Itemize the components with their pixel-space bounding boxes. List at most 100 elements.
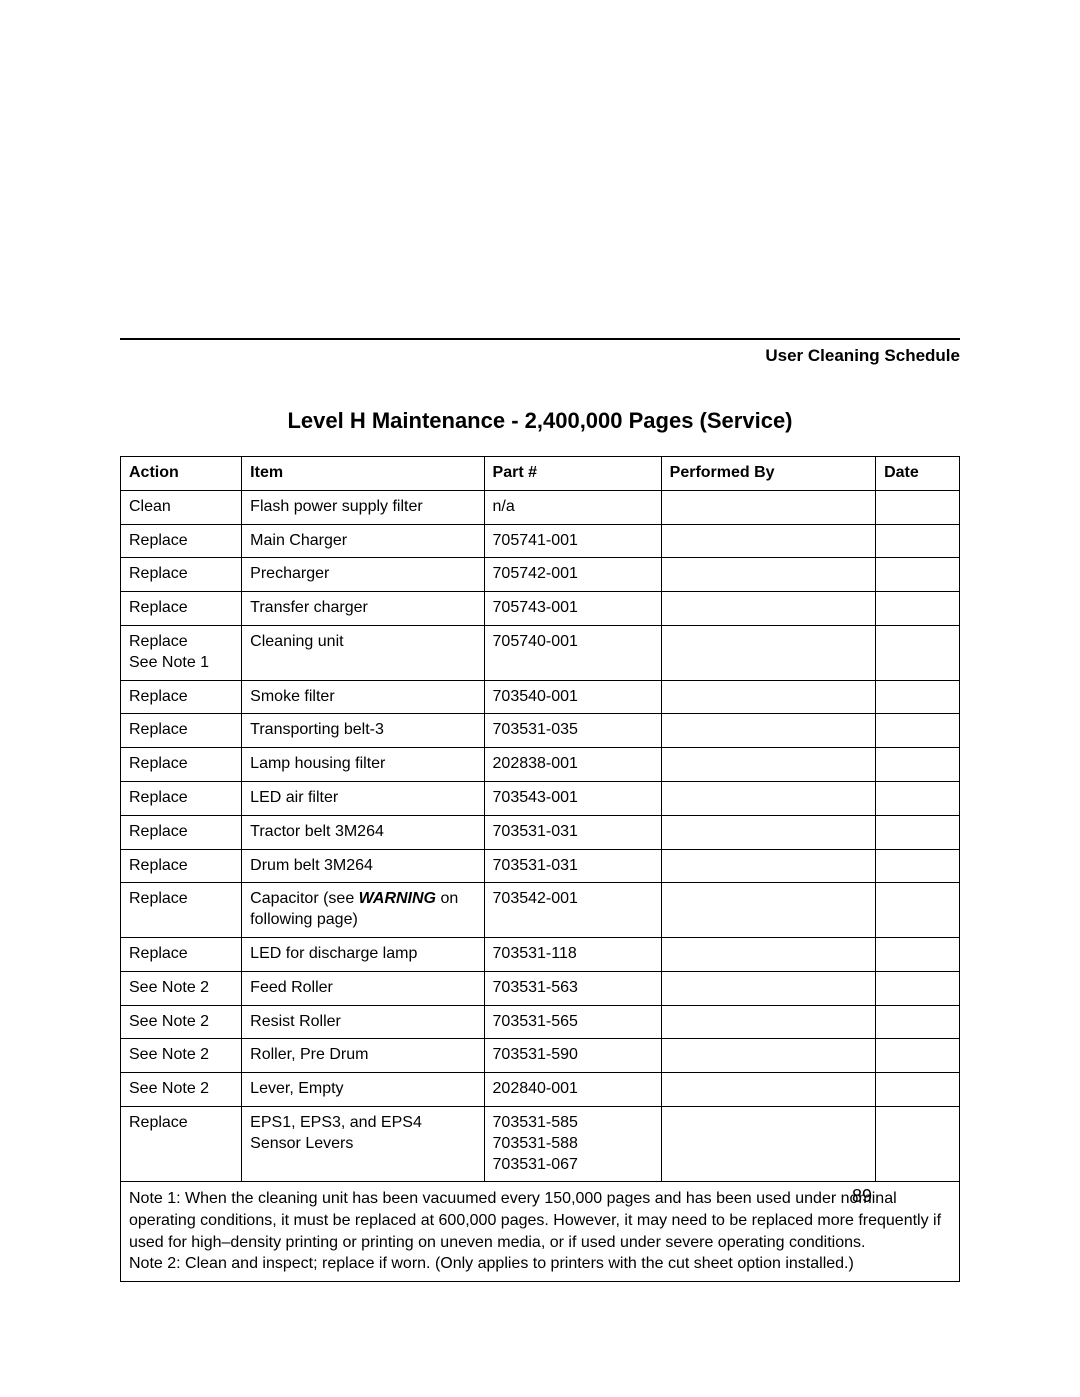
cell-performed-by xyxy=(661,592,875,626)
cell-part: 703531-035 xyxy=(484,714,661,748)
cell-date xyxy=(876,748,960,782)
table-row: See Note 2Lever, Empty202840-001 xyxy=(121,1073,960,1107)
cell-performed-by xyxy=(661,680,875,714)
cell-performed-by xyxy=(661,1073,875,1107)
cell-part: 703531-585703531-588703531-067 xyxy=(484,1106,661,1181)
table-row: ReplaceDrum belt 3M264703531-031 xyxy=(121,849,960,883)
cell-part: 703531-118 xyxy=(484,937,661,971)
cell-action: Clean xyxy=(121,490,242,524)
cell-date xyxy=(876,1039,960,1073)
table-notes: Note 1: When the cleaning unit has been … xyxy=(121,1182,960,1281)
cell-date xyxy=(876,937,960,971)
cell-action: See Note 2 xyxy=(121,1039,242,1073)
cell-part: n/a xyxy=(484,490,661,524)
header-divider xyxy=(120,338,960,340)
table-row: ReplaceSee Note 1Cleaning unit705740-001 xyxy=(121,625,960,680)
table-header-row: Action Item Part # Performed By Date xyxy=(121,457,960,491)
cell-item: Flash power supply filter xyxy=(242,490,484,524)
cell-action: ReplaceSee Note 1 xyxy=(121,625,242,680)
cell-item: LED air filter xyxy=(242,781,484,815)
cell-date xyxy=(876,558,960,592)
cell-action: See Note 2 xyxy=(121,1005,242,1039)
cell-performed-by xyxy=(661,1005,875,1039)
cell-part: 202840-001 xyxy=(484,1073,661,1107)
cell-performed-by xyxy=(661,524,875,558)
cell-performed-by xyxy=(661,883,875,938)
cell-action: Replace xyxy=(121,714,242,748)
cell-part: 703531-031 xyxy=(484,815,661,849)
cell-performed-by xyxy=(661,490,875,524)
cell-part: 202838-001 xyxy=(484,748,661,782)
cell-action: Replace xyxy=(121,748,242,782)
table-row: ReplacePrecharger705742-001 xyxy=(121,558,960,592)
cell-action: Replace xyxy=(121,937,242,971)
cell-part: 705740-001 xyxy=(484,625,661,680)
table-row: ReplaceTransporting belt-3703531-035 xyxy=(121,714,960,748)
cell-performed-by xyxy=(661,714,875,748)
cell-item: Smoke filter xyxy=(242,680,484,714)
cell-date xyxy=(876,714,960,748)
cell-action: Replace xyxy=(121,849,242,883)
cell-item: Cleaning unit xyxy=(242,625,484,680)
table-row: ReplaceLED air filter703543-001 xyxy=(121,781,960,815)
cell-date xyxy=(876,815,960,849)
cell-item: Feed Roller xyxy=(242,971,484,1005)
cell-date xyxy=(876,1073,960,1107)
cell-date xyxy=(876,781,960,815)
cell-item: Tractor belt 3M264 xyxy=(242,815,484,849)
cell-performed-by xyxy=(661,815,875,849)
cell-performed-by xyxy=(661,748,875,782)
col-header-item: Item xyxy=(242,457,484,491)
cell-performed-by xyxy=(661,971,875,1005)
section-title: Level H Maintenance - 2,400,000 Pages (S… xyxy=(120,408,960,434)
page-number: 89 xyxy=(852,1186,872,1207)
cell-action: Replace xyxy=(121,592,242,626)
table-row: See Note 2Resist Roller703531-565 xyxy=(121,1005,960,1039)
cell-item: Capacitor (see WARNING on following page… xyxy=(242,883,484,938)
col-header-performed-by: Performed By xyxy=(661,457,875,491)
cell-item: Lever, Empty xyxy=(242,1073,484,1107)
cell-performed-by xyxy=(661,1039,875,1073)
cell-item: Roller, Pre Drum xyxy=(242,1039,484,1073)
table-row: See Note 2Feed Roller703531-563 xyxy=(121,971,960,1005)
cell-part: 705742-001 xyxy=(484,558,661,592)
cell-action: Replace xyxy=(121,558,242,592)
cell-performed-by xyxy=(661,625,875,680)
col-header-part: Part # xyxy=(484,457,661,491)
table-row: ReplaceCapacitor (see WARNING on followi… xyxy=(121,883,960,938)
cell-performed-by xyxy=(661,849,875,883)
cell-performed-by xyxy=(661,937,875,971)
table-row: ReplaceTransfer charger705743-001 xyxy=(121,592,960,626)
warning-text: WARNING xyxy=(359,890,436,907)
cell-action: Replace xyxy=(121,781,242,815)
cell-action: Replace xyxy=(121,524,242,558)
cell-action: See Note 2 xyxy=(121,971,242,1005)
cell-performed-by xyxy=(661,558,875,592)
cell-performed-by xyxy=(661,1106,875,1181)
table-notes-row: Note 1: When the cleaning unit has been … xyxy=(121,1182,960,1281)
cell-date xyxy=(876,592,960,626)
cell-item: Resist Roller xyxy=(242,1005,484,1039)
col-header-action: Action xyxy=(121,457,242,491)
cell-date xyxy=(876,680,960,714)
maintenance-table: Action Item Part # Performed By Date Cle… xyxy=(120,456,960,1282)
col-header-date: Date xyxy=(876,457,960,491)
cell-action: Replace xyxy=(121,815,242,849)
table-row: See Note 2Roller, Pre Drum703531-590 xyxy=(121,1039,960,1073)
cell-date xyxy=(876,490,960,524)
cell-item: Lamp housing filter xyxy=(242,748,484,782)
cell-item: Precharger xyxy=(242,558,484,592)
table-row: ReplaceTractor belt 3M264703531-031 xyxy=(121,815,960,849)
cell-part: 703531-031 xyxy=(484,849,661,883)
cell-action: Replace xyxy=(121,883,242,938)
cell-item: Main Charger xyxy=(242,524,484,558)
cell-action: See Note 2 xyxy=(121,1073,242,1107)
table-row: CleanFlash power supply filtern/a xyxy=(121,490,960,524)
cell-performed-by xyxy=(661,781,875,815)
cell-part: 703531-590 xyxy=(484,1039,661,1073)
cell-date xyxy=(876,883,960,938)
table-row: ReplaceLamp housing filter202838-001 xyxy=(121,748,960,782)
table-row: ReplaceMain Charger705741-001 xyxy=(121,524,960,558)
cell-part: 703531-565 xyxy=(484,1005,661,1039)
cell-action: Replace xyxy=(121,1106,242,1181)
